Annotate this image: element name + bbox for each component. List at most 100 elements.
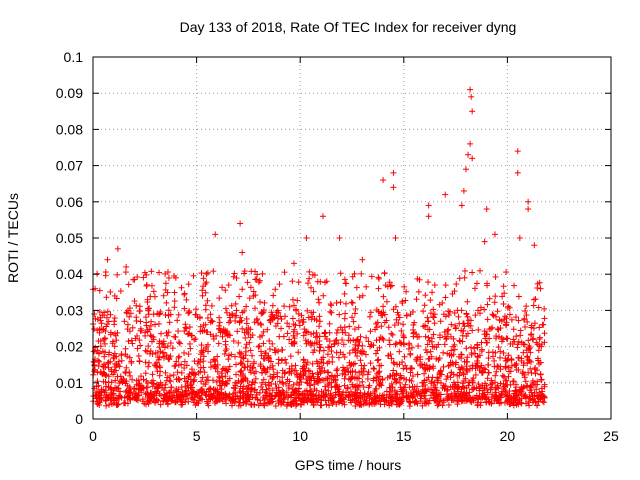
data-point — [427, 348, 434, 355]
data-point — [249, 365, 256, 372]
data-point — [136, 358, 143, 365]
data-point — [333, 337, 340, 344]
data-point — [130, 276, 137, 283]
data-point — [128, 337, 135, 344]
data-point — [333, 367, 340, 374]
data-point — [132, 335, 139, 342]
data-point — [333, 401, 340, 408]
data-point — [181, 375, 188, 382]
data-point — [375, 369, 382, 376]
data-point — [189, 396, 196, 403]
x-tick-labels: 0 5 10 15 20 25 — [89, 428, 619, 444]
data-point — [238, 377, 245, 384]
data-point — [300, 356, 307, 363]
x-tick-label: 25 — [603, 428, 619, 444]
data-point — [375, 285, 382, 292]
data-point — [391, 360, 398, 367]
data-point — [365, 338, 372, 345]
data-point — [333, 329, 340, 336]
data-point-outlier — [425, 213, 432, 220]
data-point — [105, 373, 112, 380]
data-point — [308, 331, 315, 338]
data-point — [541, 315, 548, 322]
data-point — [289, 278, 296, 285]
data-point — [406, 384, 413, 391]
data-point — [144, 384, 151, 391]
data-point — [447, 374, 454, 381]
data-point — [299, 319, 306, 326]
data-point — [171, 289, 178, 296]
data-point — [285, 393, 292, 400]
data-point — [193, 306, 200, 313]
data-point — [534, 402, 541, 409]
data-point — [266, 337, 273, 344]
data-point — [342, 329, 349, 336]
data-point — [162, 311, 169, 318]
data-point — [475, 381, 482, 388]
data-point — [448, 321, 455, 328]
data-point — [228, 351, 235, 358]
chart-title: Day 133 of 2018, Rate Of TEC Index for r… — [180, 19, 517, 35]
data-point — [200, 358, 207, 365]
data-point — [527, 365, 534, 372]
data-point — [309, 360, 316, 367]
data-point-outlier — [460, 187, 467, 194]
data-point — [104, 314, 111, 321]
data-point — [177, 340, 184, 347]
data-point — [232, 353, 239, 360]
data-point — [262, 381, 269, 388]
data-point — [239, 360, 246, 367]
data-point — [252, 375, 259, 382]
data-point — [158, 330, 165, 337]
data-point — [441, 328, 448, 335]
data-point — [191, 396, 198, 403]
data-point — [344, 385, 351, 392]
data-point — [443, 376, 450, 383]
data-point — [236, 388, 243, 395]
data-point-outlier — [525, 206, 532, 213]
data-point — [351, 326, 358, 333]
data-point — [295, 349, 302, 356]
data-point — [528, 369, 535, 376]
data-point — [515, 317, 522, 324]
data-point — [348, 399, 355, 406]
data-point — [503, 269, 510, 276]
data-point — [251, 379, 258, 386]
y-tick-label: 0.02 — [56, 339, 83, 355]
data-point — [528, 324, 535, 331]
data-point — [138, 373, 145, 380]
data-point — [103, 294, 110, 301]
data-point — [122, 369, 129, 376]
data-point-outlier — [392, 235, 399, 241]
data-point — [283, 389, 290, 396]
data-point — [257, 320, 264, 327]
data-point — [112, 377, 119, 384]
data-point — [320, 354, 327, 361]
data-point — [322, 329, 329, 336]
data-point — [307, 342, 314, 349]
data-point — [247, 326, 254, 333]
data-point — [346, 323, 353, 330]
data-point — [381, 270, 388, 277]
data-point — [136, 303, 143, 310]
data-point — [372, 326, 379, 333]
data-point — [122, 369, 129, 376]
data-point — [175, 328, 182, 335]
data-point — [401, 341, 408, 348]
data-point — [346, 350, 353, 357]
data-point — [370, 365, 377, 372]
data-point — [471, 384, 478, 391]
data-point — [347, 337, 354, 344]
data-point — [536, 324, 543, 331]
data-point — [166, 372, 173, 379]
data-point — [367, 328, 374, 335]
data-point — [491, 357, 498, 364]
data-point — [122, 380, 129, 387]
data-point — [122, 269, 129, 276]
y-tick-label: 0.03 — [56, 302, 83, 318]
data-point — [329, 354, 336, 361]
data-point — [322, 383, 329, 390]
data-point — [145, 363, 152, 370]
data-point — [167, 353, 174, 360]
data-point — [516, 396, 523, 403]
